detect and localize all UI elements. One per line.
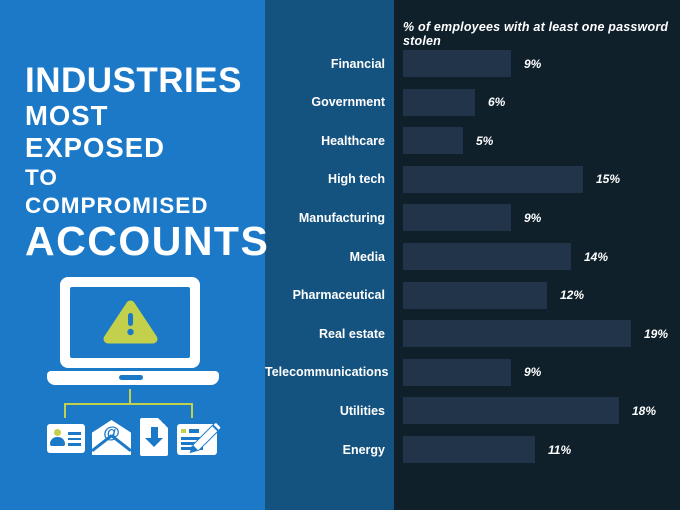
- bar-value: 15%: [596, 172, 621, 187]
- chart-row: High tech 15%: [265, 165, 621, 193]
- at-symbol: @: [103, 423, 120, 442]
- title-line-2: MOST EXPOSED: [25, 100, 165, 163]
- laptop-icon: [60, 277, 200, 368]
- left-panel: [0, 0, 265, 510]
- title-line-1: INDUSTRIES: [25, 61, 242, 100]
- bar: [403, 204, 511, 232]
- bar-value: 9%: [524, 365, 542, 380]
- title-line-4: ACCOUNTS: [25, 218, 270, 264]
- bar-value: 11%: [548, 442, 572, 457]
- bar-label: Media: [349, 249, 385, 264]
- bar-label: Government: [311, 95, 385, 110]
- bar-label: Real estate: [318, 326, 385, 341]
- warning-triangle-icon: [103, 300, 158, 344]
- label-strip-panel: [265, 0, 394, 510]
- chart-row: Telecommunications 9%: [265, 358, 542, 386]
- bar-label: Energy: [342, 442, 385, 457]
- bar: [403, 358, 511, 386]
- connector-bar: [64, 403, 193, 405]
- bar: [403, 320, 631, 348]
- laptop-screen: [70, 287, 190, 358]
- bar-value: 6%: [488, 95, 506, 110]
- bar-value: 19%: [644, 326, 669, 341]
- bar: [403, 436, 535, 463]
- chart-row: Real estate 19%: [265, 320, 669, 348]
- id-card-icon: [47, 424, 85, 453]
- bar: [403, 165, 583, 193]
- email-at-icon: @: [91, 420, 132, 455]
- person-head: [54, 429, 61, 436]
- bar-value: 9%: [524, 210, 542, 225]
- bar-label: Utilities: [339, 403, 385, 418]
- bar-label: Financial: [330, 56, 385, 71]
- connector-stem: [129, 389, 131, 404]
- bar-value: 9%: [524, 56, 542, 71]
- bar-value: 14%: [584, 249, 609, 264]
- chart-title: % of employees with at least one passwor…: [403, 20, 669, 48]
- bar-label: Manufacturing: [298, 210, 385, 225]
- download-document-icon: [140, 418, 168, 456]
- bar-label: Pharmaceutical: [292, 288, 385, 303]
- chart-row: Government 6%: [265, 88, 506, 116]
- bar: [403, 127, 463, 155]
- bar: [403, 243, 571, 270]
- chart-row: Manufacturing 9%: [265, 204, 542, 232]
- page-title: INDUSTRIES MOST EXPOSED TO COMPROMISED A…: [25, 61, 270, 264]
- laptop-notch: [119, 375, 143, 380]
- chart-row: Pharmaceutical 12%: [265, 281, 585, 309]
- title-line-3: TO COMPROMISED: [25, 165, 209, 218]
- chart-row: Financial 9%: [265, 50, 541, 77]
- page-fold: [158, 418, 168, 428]
- connector-stub-right: [191, 403, 193, 418]
- bar-label: Healthcare: [321, 133, 385, 148]
- chart-row: Media 14%: [265, 243, 608, 270]
- chart-row: Healthcare 5%: [265, 127, 494, 155]
- bar: [403, 281, 547, 309]
- bar: [403, 50, 511, 77]
- edit-document-icon: [177, 421, 223, 455]
- bar-label: High tech: [328, 172, 385, 187]
- bar-label: Telecommunications: [265, 365, 389, 380]
- person-body: [50, 437, 65, 446]
- chart-row: Energy 11%: [265, 436, 571, 463]
- chart-rows: Financial 9% Government 6% Healthcare 5%…: [265, 0, 680, 510]
- bar-value: 18%: [632, 403, 657, 418]
- bar-value: 5%: [476, 133, 494, 148]
- laptop-base: [47, 371, 219, 385]
- bar-value: 12%: [560, 288, 585, 303]
- bar: [403, 397, 619, 425]
- chart-row: Utilities 18%: [265, 397, 657, 425]
- bar: [403, 88, 475, 116]
- connector-stub-left: [64, 403, 66, 418]
